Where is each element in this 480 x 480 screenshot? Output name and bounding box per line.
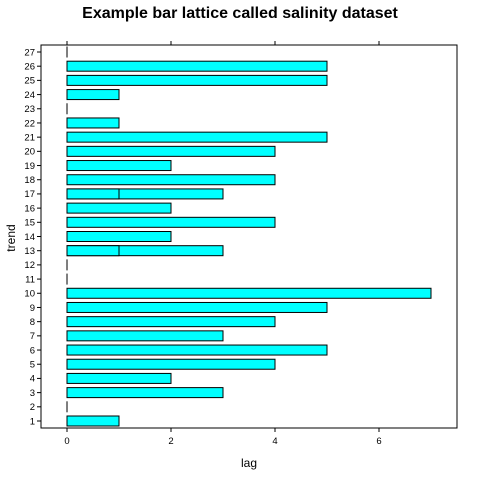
bar-18: [66, 174, 276, 186]
bar-4: [66, 372, 172, 384]
x-tick-label-4: 4: [272, 436, 277, 447]
y-tick-label-6: 6: [30, 345, 35, 356]
bar-7: [66, 330, 224, 342]
x-tick-label-2: 2: [168, 436, 173, 447]
bar-6: [66, 344, 328, 356]
y-tick-label-27: 27: [24, 47, 35, 58]
y-tick-label-10: 10: [24, 289, 35, 300]
y-tick-label-11: 11: [25, 274, 35, 285]
y-tick-label-4: 4: [30, 374, 35, 385]
bar-26: [66, 60, 328, 72]
y-tick-label-23: 23: [24, 104, 35, 115]
bar-overlay-13: [66, 245, 120, 257]
y-tick-label-2: 2: [30, 402, 35, 413]
y-tick-label-14: 14: [24, 232, 35, 243]
y-tick-label-17: 17: [24, 189, 35, 200]
bar-5: [66, 358, 276, 370]
y-tick-label-9: 9: [30, 303, 35, 314]
bar-14: [66, 231, 172, 242]
y-tick-label-22: 22: [24, 118, 35, 129]
y-tick-label-16: 16: [24, 203, 35, 214]
bar-3: [66, 387, 224, 399]
x-tick-label-0: 0: [64, 436, 69, 447]
y-tick-label-12: 12: [24, 260, 35, 271]
bar-10: [66, 287, 432, 299]
y-tick-label-24: 24: [24, 90, 35, 101]
y-tick-label-3: 3: [30, 388, 35, 399]
y-tick-label-20: 20: [24, 147, 35, 158]
chart-title: Example bar lattice called salinity data…: [82, 5, 398, 22]
bar-20: [66, 145, 276, 157]
y-tick-label-15: 15: [24, 218, 35, 229]
bar-24: [66, 89, 120, 101]
bar-9: [66, 301, 328, 313]
bar-16: [66, 202, 172, 214]
bar-21: [66, 131, 328, 143]
y-tick-label-25: 25: [24, 76, 35, 87]
y-tick-label-21: 21: [24, 132, 35, 143]
y-axis-label: trend: [4, 224, 18, 251]
y-tick-label-5: 5: [30, 360, 35, 371]
bar-overlay-17: [66, 188, 120, 200]
y-tick-label-18: 18: [24, 175, 35, 186]
bar-22: [66, 117, 120, 129]
x-axis-label: lag: [241, 456, 257, 470]
y-tick-label-19: 19: [24, 161, 35, 172]
bar-25: [66, 74, 328, 86]
x-tick-label-6: 6: [376, 436, 381, 447]
y-tick-label-26: 26: [24, 61, 35, 72]
y-tick-label-8: 8: [30, 317, 35, 328]
bar-1: [66, 415, 120, 427]
bar-8: [66, 316, 276, 328]
plot-area: 1234567891011121314151617181920212223242…: [24, 41, 458, 447]
bar-19: [66, 160, 172, 172]
y-tick-label-13: 13: [24, 246, 35, 257]
y-tick-label-1: 1: [30, 416, 35, 427]
y-tick-label-7: 7: [30, 331, 35, 342]
bar-15: [66, 216, 276, 228]
